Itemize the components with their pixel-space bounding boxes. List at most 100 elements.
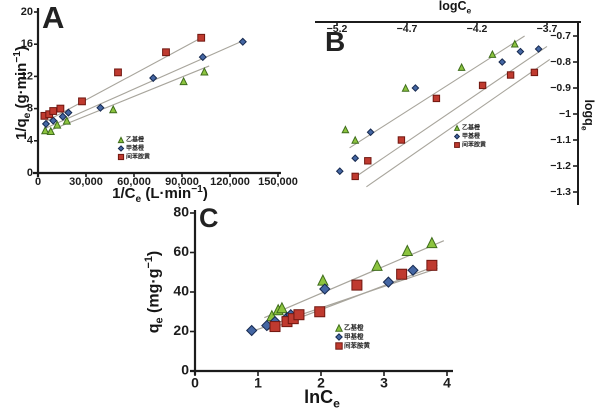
diamond-marker-icon bbox=[198, 52, 207, 62]
square-marker-icon bbox=[114, 68, 122, 77]
y-tick-label: 80 bbox=[173, 205, 189, 220]
legend-marker-icon bbox=[453, 133, 461, 140]
x-tick-label: 30,000 bbox=[69, 176, 103, 188]
y-tick-label: 0 bbox=[181, 362, 189, 378]
legend-label: 间苯胺黄 bbox=[462, 141, 486, 149]
x-tick-label: −5.2 bbox=[327, 23, 348, 35]
diamond-marker-icon bbox=[41, 119, 51, 129]
axis-title-text: (L·min bbox=[141, 185, 192, 202]
trend-line bbox=[44, 35, 205, 123]
x-tick-label: 2 bbox=[317, 374, 325, 390]
axis-title-text: (g·min bbox=[13, 62, 30, 113]
panel-a-x-axis-title: 1/Ce (L·min−1) bbox=[60, 184, 260, 205]
axis-title-text: 1/q bbox=[13, 118, 30, 140]
diamond-marker-icon bbox=[96, 103, 105, 112]
triangle-marker-icon bbox=[457, 62, 466, 71]
axis-title-text: logC bbox=[438, 0, 467, 13]
x-tick-label: −4.7 bbox=[397, 23, 418, 35]
axis-title-subscript: e bbox=[333, 396, 340, 411]
x-tick-label: 3 bbox=[380, 374, 388, 390]
triangle-marker-icon bbox=[426, 236, 438, 249]
diamond-marker-icon bbox=[149, 73, 158, 83]
y-tick-label: −0.8 bbox=[550, 56, 571, 68]
diamond-marker-icon bbox=[534, 45, 543, 53]
trend-line bbox=[264, 240, 445, 319]
diamond-marker-icon bbox=[411, 84, 420, 92]
legend-label: 间苯胺黄 bbox=[344, 341, 371, 350]
square-marker-icon bbox=[162, 48, 170, 57]
triangle-marker-icon bbox=[179, 76, 188, 86]
y-tick-label: 0 bbox=[27, 167, 33, 179]
panel-b-y-axis-title: logqe bbox=[579, 84, 597, 146]
diamond-marker-icon bbox=[64, 108, 73, 117]
axis-title-subscript: e bbox=[466, 5, 472, 16]
panel-c-letter: C bbox=[199, 203, 219, 233]
diamond-marker-icon bbox=[382, 276, 395, 288]
triangle-marker-icon bbox=[52, 120, 62, 129]
y-tick-label: 16 bbox=[21, 38, 33, 50]
x-tick-label: 60,000 bbox=[117, 176, 151, 188]
square-marker-icon bbox=[197, 33, 206, 42]
panel-b-letter: B bbox=[325, 26, 346, 57]
trend-line bbox=[366, 58, 551, 188]
square-marker-icon bbox=[351, 172, 359, 181]
diamond-marker-icon bbox=[498, 58, 507, 66]
y-tick-label: 12 bbox=[21, 70, 33, 82]
legend-marker-icon bbox=[454, 142, 460, 148]
panel-b-x-axis-title: logCe bbox=[400, 0, 510, 16]
axis-title-superscript: −1 bbox=[143, 256, 155, 269]
y-tick-label: −0.9 bbox=[550, 82, 571, 94]
y-tick-label: −1.3 bbox=[550, 186, 571, 198]
triangle-marker-icon bbox=[62, 116, 72, 125]
panel-a-y-axis-title: 1/qe (g·min−1) bbox=[12, 13, 33, 173]
legend-marker-icon bbox=[117, 136, 125, 144]
panel-c-x-axis-title: lnCe bbox=[272, 387, 372, 411]
diamond-marker-icon bbox=[319, 283, 331, 295]
diamond-marker-icon bbox=[49, 116, 58, 125]
legend-label: 乙基橙 bbox=[462, 124, 481, 132]
x-tick-label: 90,000 bbox=[165, 176, 199, 188]
triangle-marker-icon bbox=[401, 83, 410, 92]
legend-marker-icon bbox=[453, 124, 461, 131]
axis-title-text: (mg·g bbox=[145, 268, 163, 318]
legend-label: 甲基橙 bbox=[344, 332, 364, 341]
legend-marker-icon bbox=[335, 342, 343, 350]
axis-title-text: lnC bbox=[304, 387, 334, 407]
axis-title-text: ) bbox=[13, 46, 30, 52]
triangle-marker-icon bbox=[371, 259, 383, 271]
axis-title-subscript: e bbox=[153, 317, 166, 324]
axis-title-superscript: −1 bbox=[12, 51, 23, 63]
legend-marker-icon bbox=[117, 145, 125, 152]
x-tick-label: 0 bbox=[191, 374, 199, 390]
axis-title-subscript: e bbox=[135, 194, 142, 205]
axis-title-text: ) bbox=[202, 185, 208, 202]
diamond-marker-icon bbox=[516, 47, 525, 56]
diamond-marker-icon bbox=[366, 128, 375, 137]
y-tick-label: 4 bbox=[27, 135, 34, 147]
triangle-marker-icon bbox=[341, 125, 350, 134]
legend-marker-icon bbox=[335, 333, 343, 341]
axis-title-text: 1/C bbox=[112, 185, 136, 202]
legend-label: 甲基橙 bbox=[126, 144, 145, 152]
axis-title-subscript: e bbox=[579, 125, 590, 131]
panel-a-letter: A bbox=[42, 0, 65, 35]
y-tick-label: −0.7 bbox=[550, 30, 571, 42]
trend-line bbox=[44, 39, 245, 130]
square-marker-icon bbox=[56, 104, 65, 113]
triangle-marker-icon bbox=[317, 274, 329, 286]
axis-title-subscript: e bbox=[22, 112, 33, 119]
panel-c-y-axis-title: qe (mg·g−1) bbox=[143, 217, 166, 367]
square-marker-icon bbox=[506, 71, 515, 79]
square-marker-icon bbox=[78, 97, 86, 106]
trend-line bbox=[349, 35, 525, 149]
y-tick-label: 20 bbox=[173, 322, 189, 338]
x-tick-label: 0 bbox=[35, 176, 41, 188]
square-marker-icon bbox=[397, 136, 406, 144]
square-marker-icon bbox=[49, 107, 58, 115]
square-marker-icon bbox=[478, 81, 487, 90]
y-tick-label: −1 bbox=[559, 108, 571, 120]
square-marker-icon bbox=[396, 268, 408, 280]
diamond-marker-icon bbox=[245, 324, 258, 337]
triangle-marker-icon bbox=[488, 49, 497, 58]
